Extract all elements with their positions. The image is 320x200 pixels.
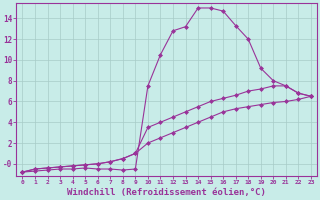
X-axis label: Windchill (Refroidissement éolien,°C): Windchill (Refroidissement éolien,°C)	[67, 188, 266, 197]
